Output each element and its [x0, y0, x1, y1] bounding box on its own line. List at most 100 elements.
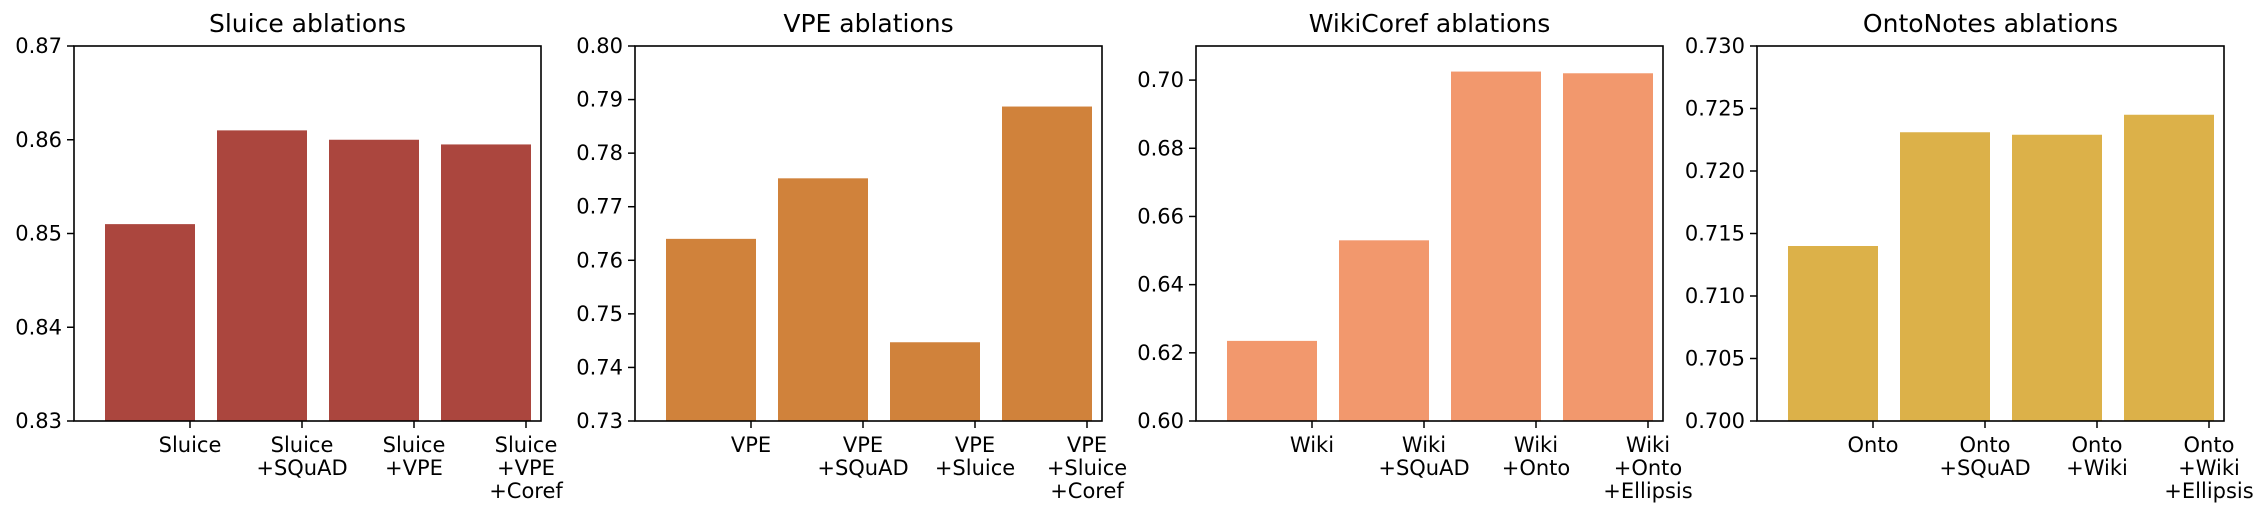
x-tick-label-line: Sluice — [159, 433, 222, 457]
x-tick-label-line: Sluice — [383, 433, 446, 457]
x-tick-label: VPE — [731, 433, 771, 457]
y-tick-label: 0.85 — [15, 222, 62, 246]
y-tick-label: 0.68 — [1137, 136, 1184, 160]
x-tick-label-line: Wiki — [1402, 433, 1446, 457]
y-tick-label: 0.83 — [15, 409, 62, 433]
y-tick-label: 0.76 — [576, 248, 623, 272]
x-tick-label-line: +Coref — [489, 479, 563, 503]
x-tick-label-line: +VPE — [385, 456, 443, 480]
bar — [2124, 114, 2214, 421]
x-tick-label-line: +Ellipsis — [2164, 479, 2253, 503]
x-tick-label-line: +Onto — [1502, 456, 1571, 480]
bar — [1563, 73, 1653, 421]
x-tick-label-line: Sluice — [495, 433, 558, 457]
x-tick-label-line: VPE — [731, 433, 771, 457]
x-tick-label-line: Sluice — [271, 433, 334, 457]
x-tick-label-line: Onto — [1960, 433, 2011, 457]
x-tick-label-line: Onto — [1848, 433, 1899, 457]
chart-ontonotes-ablations: OntoNotes ablations 0.700 0.705 0.710 0.715 0… — [1685, 9, 2254, 503]
bar — [1788, 246, 1878, 421]
x-tick-label: Onto — [1848, 433, 1899, 457]
x-tick-label-line: Wiki — [1290, 433, 1334, 457]
x-tick-label: Wiki +SQuAD — [1378, 433, 1469, 480]
chart-title: OntoNotes ablations — [1863, 9, 2118, 38]
x-tick-label: Sluice +SQuAD — [256, 433, 347, 480]
axes-frame — [1756, 45, 2225, 422]
x-tick-label-line: VPE — [1067, 433, 1107, 457]
x-tick-label: Onto +Wiki — [2066, 433, 2128, 480]
y-tick-label: 0.64 — [1137, 273, 1184, 297]
x-tick-label-line: +Wiki — [2178, 456, 2240, 480]
y-tick-label: 0.84 — [15, 315, 62, 339]
y-tick-label: 0.73 — [576, 409, 623, 433]
bar — [329, 139, 419, 421]
y-tick-label: 0.74 — [576, 355, 623, 379]
x-tick-label: VPE +Sluice +Coref — [1047, 433, 1127, 503]
axes-frame — [1195, 45, 1664, 422]
x-tick-label-line: +Onto — [1614, 456, 1683, 480]
axes-frame — [73, 45, 542, 422]
chart-sluice-ablations: Sluice ablations 0.83 0.84 0.85 0.86 0.87 Slui… — [15, 9, 563, 503]
bar — [1002, 106, 1092, 422]
y-tick-label: 0.710 — [1685, 284, 1745, 308]
y-tick-label: 0.80 — [576, 34, 623, 58]
x-tick-label: Onto +Wiki +Ellipsis — [2164, 433, 2253, 503]
bar — [890, 342, 980, 421]
y-tick-label: 0.66 — [1137, 204, 1184, 228]
y-tick-label: 0.70 — [1137, 68, 1184, 92]
x-tick-label-line: Wiki — [1514, 433, 1558, 457]
x-tick-label-line: +Sluice — [935, 456, 1015, 480]
x-tick-label-line: +Wiki — [2066, 456, 2128, 480]
x-tick-label-line: +Sluice — [1047, 456, 1127, 480]
chart-title: VPE ablations — [783, 9, 953, 38]
x-tick-label: Wiki +Onto +Ellipsis — [1603, 433, 1692, 503]
x-tick-label-line: +SQuAD — [817, 456, 908, 480]
bar — [2012, 134, 2102, 421]
chart-wikicoref-ablations: WikiCoref ablations 0.60 0.62 0.64 0.66 0.68 0… — [1137, 9, 1692, 503]
bar — [441, 144, 531, 421]
x-tick-label-line: +SQuAD — [1378, 456, 1469, 480]
bar — [1451, 71, 1541, 422]
x-tick-label-line: +Coref — [1050, 479, 1124, 503]
chart-title: Sluice ablations — [209, 9, 406, 38]
x-tick-label: Wiki +Onto — [1502, 433, 1571, 480]
x-tick-label: Sluice +VPE +Coref — [489, 433, 563, 503]
y-tick-label: 0.77 — [576, 195, 623, 219]
x-tick-label-line: +SQuAD — [256, 456, 347, 480]
y-tick-label: 0.60 — [1137, 409, 1184, 433]
x-tick-label-line: +VPE — [497, 456, 555, 480]
x-tick-label-line: Onto — [2184, 433, 2235, 457]
y-tick-label: 0.730 — [1685, 34, 1745, 58]
x-tick-label: Sluice — [159, 433, 222, 457]
chart-title: WikiCoref ablations — [1309, 9, 1551, 38]
y-tick-label: 0.62 — [1137, 341, 1184, 365]
x-tick-label-line: Onto — [2072, 433, 2123, 457]
x-tick-label-line: VPE — [955, 433, 995, 457]
y-tick-label: 0.705 — [1685, 347, 1745, 371]
x-tick-label: VPE +SQuAD — [817, 433, 908, 480]
y-tick-label: 0.75 — [576, 302, 623, 326]
y-tick-label: 0.720 — [1685, 159, 1745, 183]
y-tick-label: 0.700 — [1685, 409, 1745, 433]
x-tick-label: VPE +Sluice — [935, 433, 1015, 480]
x-tick-label-line: +SQuAD — [1939, 456, 2030, 480]
bar — [105, 224, 195, 421]
bar — [1900, 132, 1990, 421]
y-tick-label: 0.87 — [15, 34, 62, 58]
bar — [217, 130, 307, 421]
x-tick-label-line: +Ellipsis — [1603, 479, 1692, 503]
bar — [778, 178, 868, 421]
y-tick-label: 0.715 — [1685, 222, 1745, 246]
bar — [1339, 240, 1429, 421]
y-tick-label: 0.725 — [1685, 97, 1745, 121]
x-tick-label: Wiki — [1290, 433, 1334, 457]
x-tick-label-line: VPE — [843, 433, 883, 457]
y-tick-label: 0.86 — [15, 128, 62, 152]
y-tick-label: 0.78 — [576, 141, 623, 165]
bar — [1227, 340, 1317, 421]
x-tick-label: Onto +SQuAD — [1939, 433, 2030, 480]
chart-vpe-ablations: VPE ablations 0.73 0.74 0.75 0.76 0.77 0.78 0.7… — [576, 9, 1127, 503]
x-tick-label-line: Wiki — [1626, 433, 1670, 457]
x-tick-label: Sluice +VPE — [383, 433, 446, 480]
